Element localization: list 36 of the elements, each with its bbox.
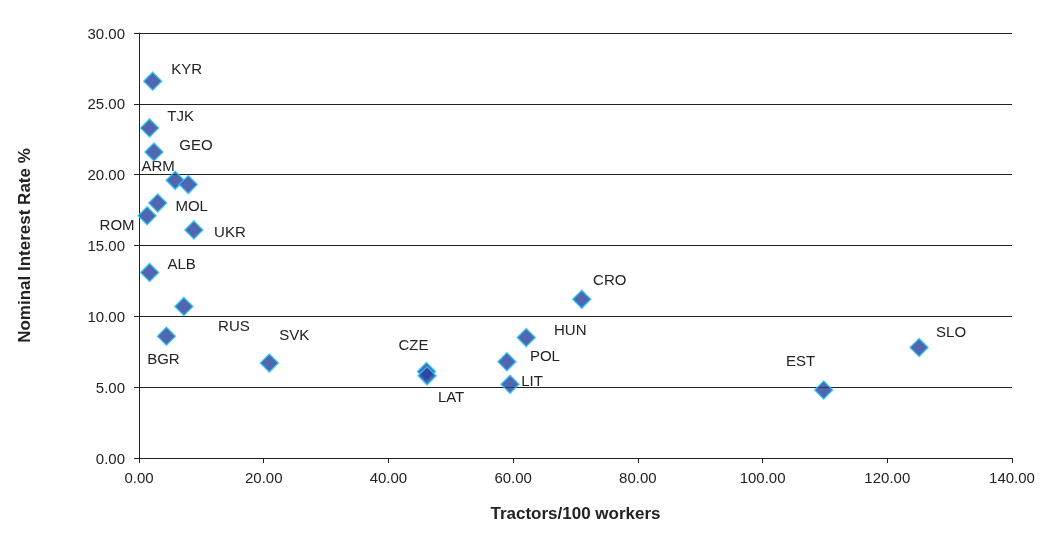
x-tick-label: 100.00 — [739, 469, 786, 486]
annotation: CRO — [593, 270, 627, 288]
annotation: ALB — [167, 254, 196, 272]
annotation: LAT — [437, 388, 465, 406]
x-tick-label: 0.00 — [124, 469, 154, 486]
y-tick-label: 25.00 — [87, 95, 125, 113]
annotation: GEO — [179, 135, 213, 153]
annotation: ARM — [141, 156, 175, 174]
annotation: BGR — [147, 349, 180, 367]
y-tick-label: 10.00 — [87, 307, 125, 325]
annotation: ROM — [99, 216, 135, 234]
y-tick-label: 20.00 — [87, 166, 125, 184]
x-tick-label: 20.00 — [244, 469, 283, 486]
annotation: CZE — [398, 336, 429, 354]
annotation: SLO — [936, 323, 967, 340]
x-axis-title: Tractors/100 workers — [490, 504, 661, 523]
annotation: TJK — [167, 107, 194, 125]
x-tick-label: 40.00 — [369, 469, 408, 486]
annotation: LIT — [521, 371, 543, 389]
x-tick-label: 120.00 — [864, 469, 911, 486]
annotation: KYR — [171, 59, 203, 77]
y-tick-label: 15.00 — [87, 237, 125, 254]
x-tick-label: 140.00 — [989, 469, 1035, 486]
y-tick-label: 0.00 — [95, 449, 125, 467]
annotation: HUN — [553, 321, 587, 339]
annotation: EST — [786, 351, 816, 369]
annotation: POL — [529, 347, 560, 365]
x-tick-label: 60.00 — [494, 469, 532, 486]
annotation: UKR — [214, 223, 246, 241]
y-axis-title: Nominal Interest Rate % — [15, 148, 34, 343]
annotation: SVK — [279, 325, 310, 343]
annotation: RUS — [218, 316, 250, 334]
x-tick-label: 80.00 — [619, 469, 657, 486]
annotation: MOL — [175, 196, 208, 214]
y-tick-label: 5.00 — [95, 378, 125, 396]
y-tick-label: 30.00 — [87, 24, 125, 42]
